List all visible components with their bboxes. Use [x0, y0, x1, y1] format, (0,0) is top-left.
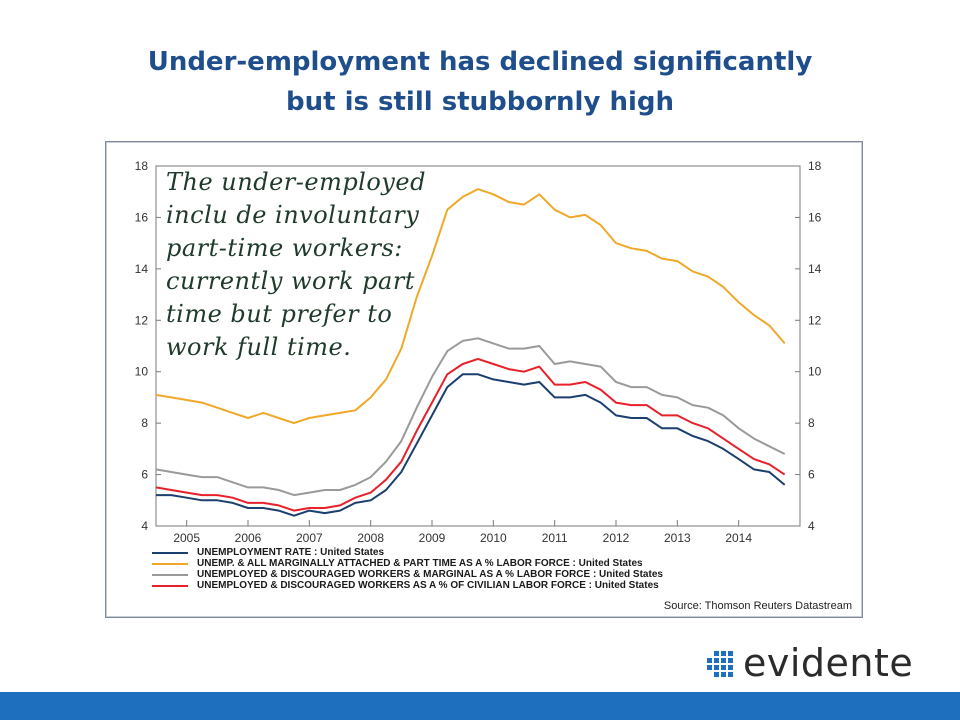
logo-grid-cell	[714, 672, 719, 677]
x-tick-label: 2005	[173, 531, 200, 545]
logo-grid-cell	[721, 665, 726, 670]
legend-swatch	[152, 552, 188, 554]
y-tick-label-left: 6	[141, 468, 148, 482]
chart-axes: 4 4 6 6 8 8 10 10 12 12 14 14 16 16 18 18 2005 2006 2007 20…	[135, 159, 822, 545]
logo-grid-cell	[721, 651, 726, 656]
logo-grid	[707, 651, 733, 677]
logo-grid-cell	[721, 658, 726, 663]
x-tick-label: 2008	[357, 531, 384, 545]
x-tick-label: 2011	[542, 531, 568, 545]
chart-series	[155, 188, 786, 517]
y-tick-label-right: 16	[808, 210, 822, 224]
logo-grid-cell	[714, 651, 719, 656]
chart-source: Source: Thomson Reuters Datastream	[663, 600, 852, 612]
y-tick-label-right: 8	[808, 416, 815, 430]
y-tick-label-right: 12	[808, 313, 822, 327]
legend-swatch	[152, 563, 188, 565]
legend-label: UNEMPLOYMENT RATE : United States	[197, 547, 385, 558]
y-tick-label-right: 6	[808, 468, 815, 482]
logo-grid-cell	[728, 672, 733, 677]
y-tick-label-right: 10	[808, 365, 822, 379]
x-tick-label: 2012	[603, 531, 630, 545]
y-tick-label-left: 14	[135, 262, 149, 276]
footer-bar	[0, 692, 960, 720]
logo-grid-icon	[707, 651, 733, 677]
chart-panel: 4 4 6 6 8 8 10 10 12 12 14 14 16 16 18 18 2005 2006 2007 20…	[105, 141, 863, 618]
legend-swatch	[152, 574, 188, 576]
y-tick-label-left: 10	[135, 365, 149, 379]
logo-grid-cell	[714, 665, 719, 670]
plot-frame	[155, 165, 801, 527]
annotation-line: inclu de involuntary	[166, 201, 420, 229]
y-tick-label-left: 8	[141, 416, 148, 430]
series-line	[156, 373, 786, 517]
x-tick-label: 2013	[664, 531, 691, 545]
slide-title-line2: but is still stubbornly high	[285, 87, 675, 117]
x-tick-label: 2006	[235, 531, 262, 545]
y-tick-label-right: 14	[808, 262, 822, 276]
logo-grid-cell	[714, 658, 719, 663]
y-tick-label-right: 18	[808, 159, 822, 173]
logo-text: evidente	[743, 641, 914, 685]
y-tick-label-left: 4	[141, 519, 148, 533]
slide-title: Under-employment has declined significan…	[0, 42, 960, 122]
y-tick-label-left: 12	[135, 313, 149, 327]
legend-label: UNEMPLOYED & DISCOURAGED WORKERS & MARGI…	[197, 569, 663, 580]
series-line	[155, 337, 786, 497]
x-tick-label: 2010	[480, 531, 507, 545]
evidente-logo: evidente	[705, 641, 915, 685]
y-tick-label-left: 18	[135, 159, 149, 173]
series-line	[155, 357, 786, 512]
series-line	[155, 188, 786, 425]
legend-label: UNEMP. & ALL MARGINALLY ATTACHED & PART …	[197, 558, 643, 569]
x-tick-label: 2009	[419, 531, 446, 545]
legend-label: UNEMPLOYED & DISCOURAGED WORKERS AS A % …	[197, 580, 659, 591]
logo-grid-cell	[728, 658, 733, 663]
logo-grid-cell	[728, 665, 733, 670]
slide-title-line1: Under-employment has declined significan…	[147, 47, 813, 77]
legend-swatch	[152, 585, 188, 587]
annotation-line: part-time workers:	[166, 234, 403, 262]
annotation-line: time but prefer to	[166, 300, 393, 328]
y-tick-label-right: 4	[808, 519, 815, 533]
line-chart: 4 4 6 6 8 8 10 10 12 12 14 14 16 16 18 18 2005 2006 2007 20…	[135, 159, 822, 545]
annotation-line: The under-employed	[166, 168, 426, 196]
x-tick-label: 2007	[296, 531, 323, 545]
logo-grid-cell	[707, 658, 712, 663]
logo-grid-cell	[728, 651, 733, 656]
y-tick-label-left: 16	[135, 210, 149, 224]
handwritten-annotation: The under-employed inclu de involuntary …	[166, 166, 456, 364]
logo-grid-cell	[707, 665, 712, 670]
logo-grid-cell	[721, 672, 726, 677]
annotation-line: work full time.	[166, 333, 352, 361]
x-tick-label: 2014	[725, 531, 752, 545]
annotation-line: currently work part	[166, 267, 415, 295]
